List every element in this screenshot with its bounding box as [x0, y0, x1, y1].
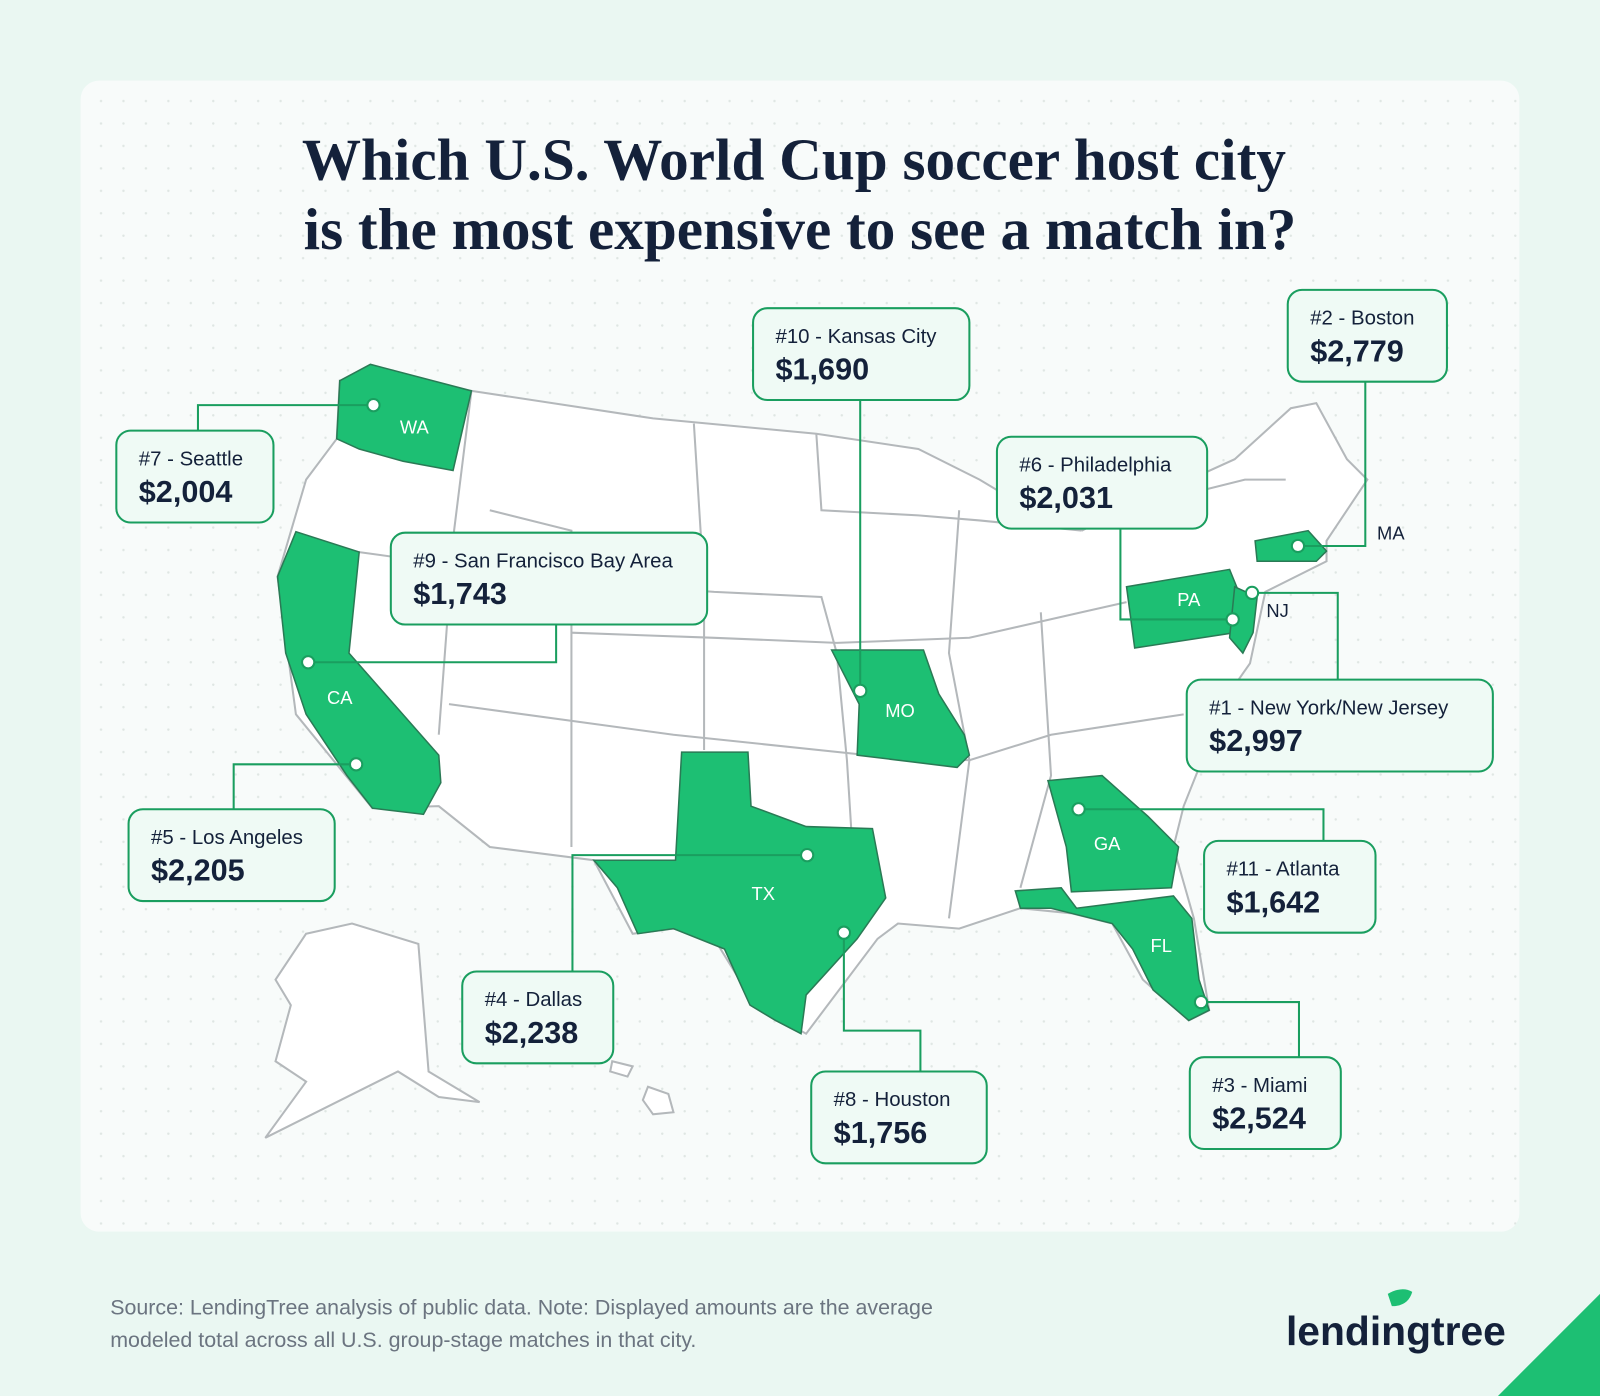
state-label: WA: [400, 416, 430, 437]
callout-label: #2 - Boston: [1310, 308, 1414, 330]
callout-amount: $1,690: [776, 353, 870, 387]
city-dot: [301, 655, 316, 670]
hawaii: [641, 1085, 675, 1116]
callout-box: [1188, 1056, 1342, 1151]
callout-label: #3 - Miami: [1212, 1075, 1307, 1097]
leader-line: [308, 624, 558, 664]
callout-label: #5 - Los Angeles: [151, 827, 303, 849]
callout-amount: $1,756: [834, 1116, 928, 1150]
callout-label: #4 - Dallas: [485, 989, 582, 1011]
leader-line: [1078, 808, 1325, 841]
logo-leaf: [1387, 1289, 1413, 1307]
callout-amount: $2,031: [1019, 481, 1113, 515]
leader-line: [1119, 528, 1233, 621]
callout-box: [810, 1070, 988, 1165]
callout-box: [389, 531, 709, 626]
callout-amount: $2,238: [485, 1016, 579, 1050]
callout-label: #8 - Houston: [834, 1089, 951, 1111]
city-dot: [1225, 612, 1240, 627]
callout-label: #9 - San Francisco Bay Area: [413, 550, 673, 572]
callout-amount: $2,997: [1209, 724, 1303, 758]
state-borders: [571, 601, 1127, 644]
state-tx: [592, 751, 887, 1035]
state-label: NJ: [1266, 600, 1288, 621]
callout-label: #6 - Philadelphia: [1019, 454, 1172, 476]
state-label: MO: [885, 700, 915, 721]
city-dot: [348, 757, 364, 772]
state-borders: [947, 510, 971, 919]
title: Which U.S. World Cup soccer host city: [302, 127, 1286, 193]
hawaii: [609, 1060, 635, 1078]
leader-line: [842, 932, 922, 1072]
state-borders: [437, 390, 473, 735]
state-label: GA: [1094, 833, 1121, 854]
callout-box: [1286, 288, 1448, 383]
alaska: [264, 922, 481, 1139]
city-dot: [366, 398, 381, 413]
source-note: modeled total across all U.S. group-stag…: [110, 1328, 696, 1352]
callout-amount: $2,205: [151, 854, 245, 888]
callout-box: [461, 970, 615, 1065]
corner-accent: [1497, 1293, 1600, 1396]
leader-line: [1297, 381, 1367, 547]
title: is the most expensive to see a match in?: [304, 196, 1297, 262]
city-dot: [1071, 802, 1086, 817]
state-label: MA: [1377, 523, 1405, 544]
leader-line: [1201, 1001, 1300, 1058]
callout-amount: $2,779: [1310, 334, 1404, 368]
leader-line: [571, 854, 808, 972]
callout-box: [127, 808, 336, 903]
callout-amount: $1,642: [1227, 885, 1321, 919]
callout-box: [752, 307, 971, 402]
city-dot: [1244, 585, 1260, 601]
callout-box: [1185, 678, 1494, 773]
callout-box: [1203, 839, 1377, 934]
state-fl: [1014, 887, 1211, 1022]
leader-line: [232, 763, 357, 810]
city-dot: [836, 925, 852, 940]
state-wa: [335, 363, 473, 472]
callout-box: [115, 429, 275, 524]
callout-amount: $2,524: [1212, 1102, 1306, 1136]
state-label: CA: [327, 687, 353, 708]
city-dot: [1193, 994, 1209, 1010]
leader-line: [1252, 591, 1339, 680]
leader-line: [196, 404, 374, 431]
city-dot: [853, 683, 868, 698]
state-label: FL: [1151, 935, 1172, 956]
callout-label: #11 - Atlanta: [1227, 859, 1341, 881]
callout-label: #10 - Kansas City: [776, 326, 938, 348]
state-borders: [489, 509, 573, 847]
callout-label: #1 - New York/New Jersey: [1209, 697, 1449, 719]
city-dot: [800, 848, 815, 863]
state-ca: [276, 530, 442, 816]
state-label: TX: [752, 883, 775, 904]
callout-box: [995, 435, 1209, 530]
callout-amount: $1,743: [413, 577, 507, 611]
callout-amount: $2,004: [139, 475, 233, 509]
callout-label: #7 - Seattle: [139, 448, 243, 470]
state-label: PA: [1177, 589, 1201, 610]
logo: lendingtree: [1286, 1308, 1506, 1354]
state-borders: [1019, 612, 1053, 889]
state-mo: [830, 649, 971, 769]
city-dot: [1290, 538, 1306, 554]
source-note: Source: LendingTree analysis of public d…: [110, 1295, 933, 1319]
